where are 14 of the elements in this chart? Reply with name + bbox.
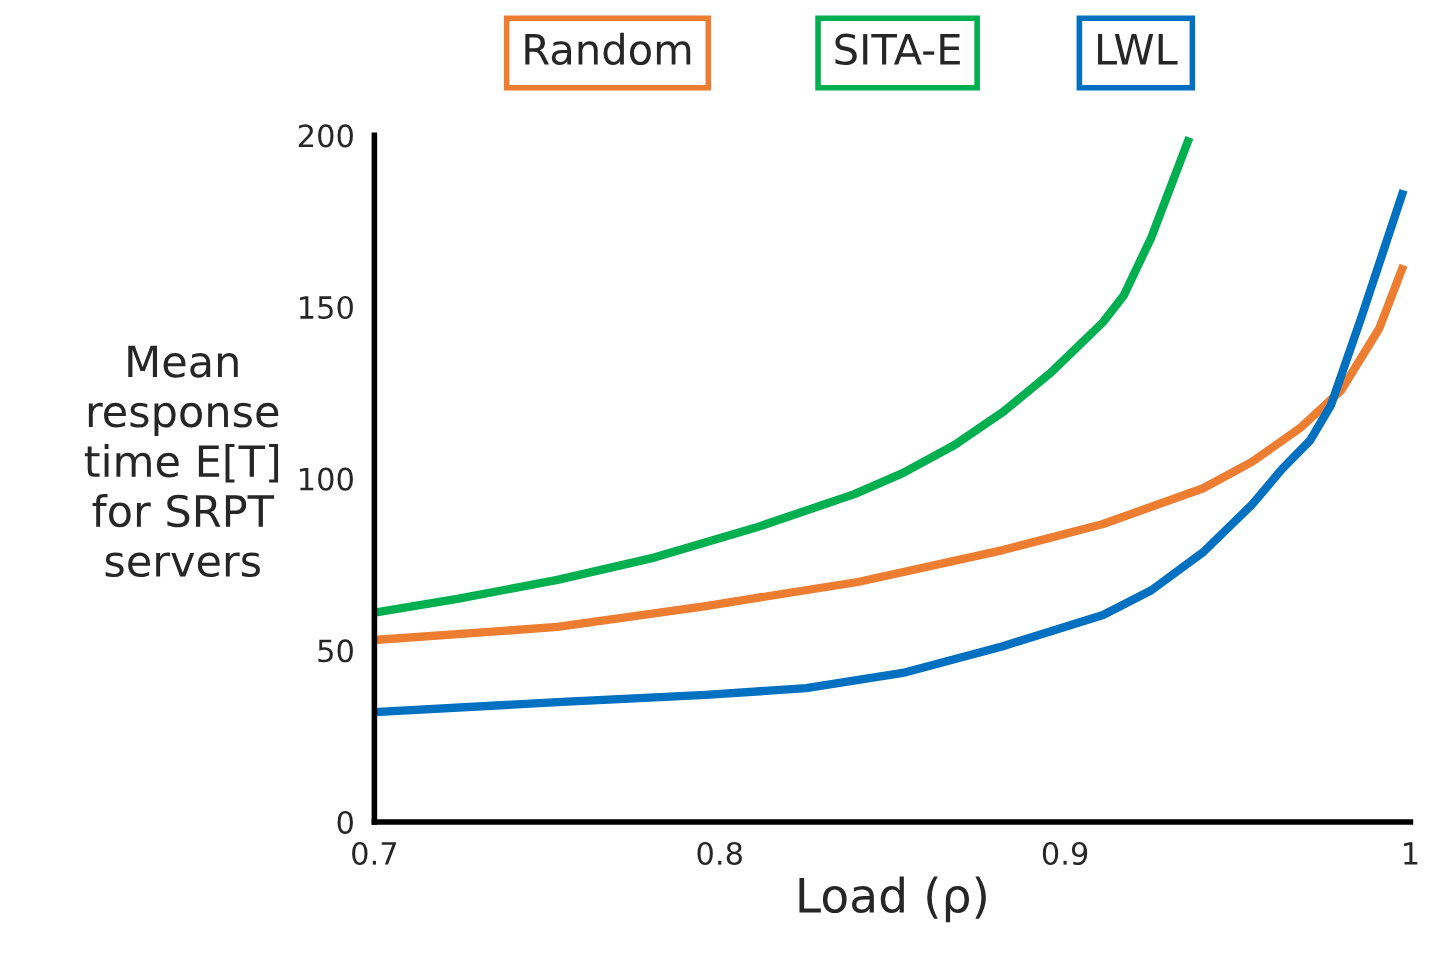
text: LWL xyxy=(1098,34,1178,65)
y-tick-label: 50 xyxy=(318,639,353,663)
x-tick-label: 0.9 xyxy=(1042,841,1088,866)
y-tick-label: 100 xyxy=(299,467,353,491)
y-tick-label: 0 xyxy=(337,810,353,834)
x-tick-label: 0.8 xyxy=(697,841,742,866)
x-tick-label: 1 xyxy=(1404,842,1418,865)
y-tick-label: 200 xyxy=(298,124,353,148)
y-tick-label: 150 xyxy=(299,295,353,320)
x-axis-title: Load (ρ) xyxy=(799,876,986,923)
text: SITA-E xyxy=(835,33,960,66)
x-tick-label: 0.7 xyxy=(352,841,397,866)
text: Random xyxy=(525,32,691,66)
y-axis-title: Mean response time E[T] for SRPT servers xyxy=(84,345,279,578)
